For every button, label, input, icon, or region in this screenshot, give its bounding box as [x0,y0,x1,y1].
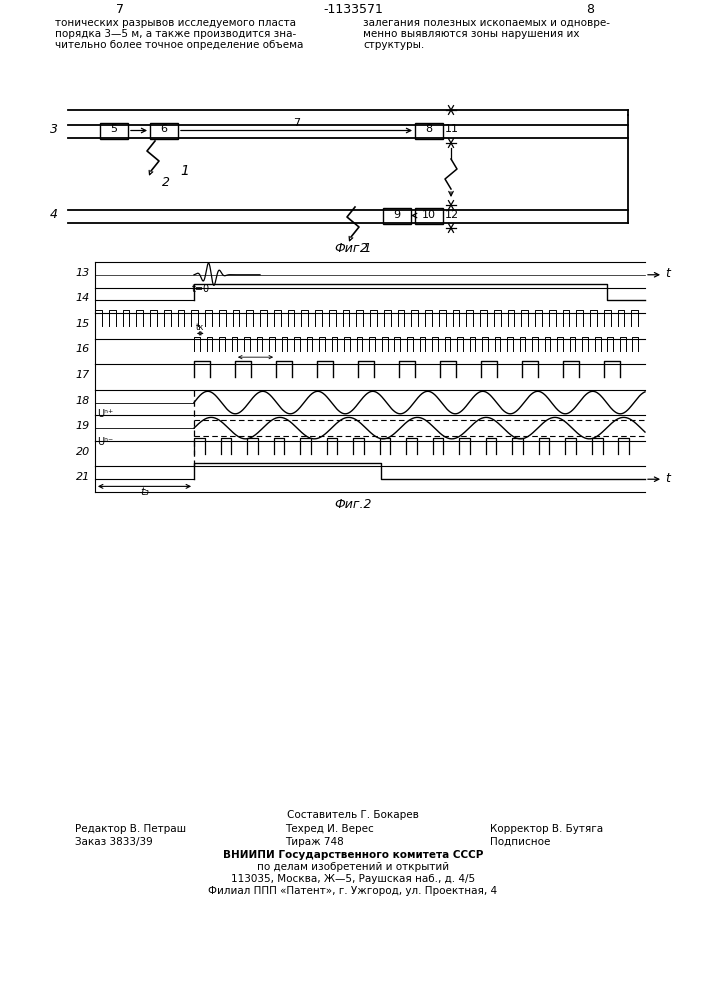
Text: Филиал ППП «Патент», г. Ужгород, ул. Проектная, 4: Филиал ППП «Патент», г. Ужгород, ул. Про… [209,886,498,896]
Text: 10: 10 [422,210,436,220]
Text: 7: 7 [116,3,124,16]
Text: 2: 2 [360,242,368,255]
Bar [415,122,443,138]
Text: чительно более точное определение объема: чительно более точное определение объема [55,40,303,50]
Text: 1: 1 [180,164,189,178]
Text: 4: 4 [50,208,58,221]
Text: 9: 9 [393,210,401,220]
Bar [415,208,443,224]
Text: 12: 12 [445,210,459,220]
Text: менно выявляются зоны нарушения их: менно выявляются зоны нарушения их [363,29,580,39]
Text: Заказ 3833/39: Заказ 3833/39 [75,837,153,847]
Text: ВНИИПИ Государственного комитета СССР: ВНИИПИ Государственного комитета СССР [223,850,483,860]
Text: залегания полезных ископаемых и одновре-: залегания полезных ископаемых и одновре- [363,18,610,28]
Text: тонических разрывов исследуемого пласта: тонических разрывов исследуемого пласта [55,18,296,28]
Text: tк: tк [196,323,204,332]
Text: по делам изобретений и открытий: по делам изобретений и открытий [257,862,449,872]
Text: структуры.: структуры. [363,40,424,50]
Text: t: t [665,267,670,280]
Text: порядка 3—5 м, а также производится зна-: порядка 3—5 м, а также производится зна- [55,29,296,39]
Text: Uⁿ⁺: Uⁿ⁺ [97,409,113,419]
Text: 13: 13 [76,268,90,278]
Text: 2: 2 [162,176,170,189]
Text: 18: 18 [76,396,90,406]
Text: 16: 16 [76,344,90,354]
Text: 7: 7 [293,118,300,128]
Text: Редактор В. Петраш: Редактор В. Петраш [75,824,186,834]
Text: Тираж 748: Тираж 748 [285,837,344,847]
Text: 113035, Москва, Ж—5, Раушская наб., д. 4/5: 113035, Москва, Ж—5, Раушская наб., д. 4… [231,874,475,884]
Text: 15: 15 [76,319,90,329]
Text: 8: 8 [426,124,433,134]
Text: Подписное: Подписное [490,837,550,847]
Text: 17: 17 [76,370,90,380]
Text: 19: 19 [76,421,90,431]
Text: Техред И. Верес: Техред И. Верес [285,824,374,834]
Text: 8: 8 [586,3,594,16]
Text: Составитель Г. Бокарев: Составитель Г. Бокарев [287,810,419,820]
Bar [100,122,128,138]
Bar [383,208,411,224]
Bar [150,122,178,138]
Text: 14: 14 [76,293,90,303]
Text: t: t [665,472,670,485]
Text: 6: 6 [160,124,168,134]
Text: 5: 5 [110,124,117,134]
Text: 21: 21 [76,472,90,482]
Text: Фиг.2: Фиг.2 [334,498,372,511]
Text: t₃: t₃ [140,487,149,497]
Text: t=0: t=0 [192,284,210,294]
Text: -1133571: -1133571 [323,3,383,16]
Text: Uⁿ⁻: Uⁿ⁻ [97,437,113,447]
Text: Фиг.1: Фиг.1 [334,242,372,255]
Text: Корректор В. Бутяга: Корректор В. Бутяга [490,824,603,834]
Text: 11: 11 [445,124,459,134]
Text: 20: 20 [76,447,90,457]
Text: 3: 3 [50,123,58,136]
